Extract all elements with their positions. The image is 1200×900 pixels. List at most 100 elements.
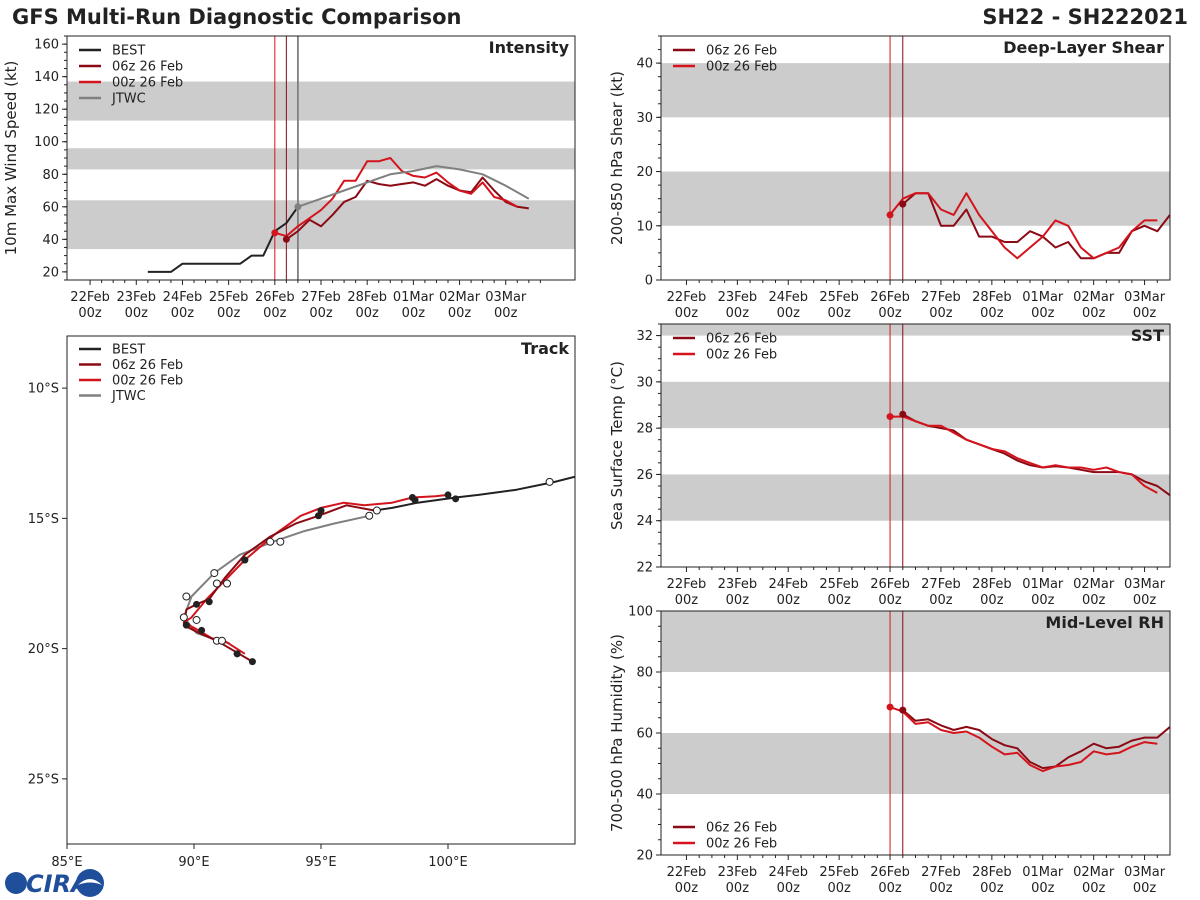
track-point-run06 <box>193 600 201 608</box>
sst-xtick-label-hour: 00z <box>675 593 699 608</box>
track-point-open-jtwc <box>276 537 285 546</box>
intensity-xtick-label-hour: 00z <box>217 306 241 321</box>
track-frame <box>66 335 576 845</box>
rh-xtick-label-hour: 00z <box>980 881 1004 896</box>
intensity-xtick-label-hour: 00z <box>494 306 518 321</box>
rh-xtick-label-hour: 00z <box>1082 881 1106 896</box>
sst-xtick-label-date: 01Mar <box>1022 577 1064 592</box>
track-point-best <box>452 495 460 503</box>
sst-ylabel: Sea Surface Temp (°C) <box>608 361 626 530</box>
shear-xtick-label-hour: 00z <box>1082 306 1106 321</box>
intensity-xtick-label-date: 02Mar <box>439 290 481 305</box>
rh-xtick-label-date: 26Feb <box>870 865 910 880</box>
intensity-xtick-label-hour: 00z <box>402 306 426 321</box>
sst-xtick-label-hour: 00z <box>1133 593 1157 608</box>
intensity-xtick-label-date: 03Mar <box>485 290 527 305</box>
track-xtick-label: 95°E <box>305 855 336 870</box>
shear-marker-run06 <box>899 200 907 208</box>
sst-xtick-label-date: 26Feb <box>870 577 910 592</box>
track-point-run06 <box>198 626 206 634</box>
intensity-panel: 2040608010012014016022Feb00z23Feb00z24Fe… <box>2 35 576 321</box>
sst-xtick-label-date: 02Mar <box>1073 577 1115 592</box>
shear-title: Deep-Layer Shear <box>1003 38 1164 57</box>
shear-xtick-label-date: 28Feb <box>972 290 1012 305</box>
intensity-xtick-label-hour: 00z <box>78 306 102 321</box>
track-point-open-best <box>372 506 381 515</box>
rh-xtick-label-hour: 00z <box>1031 881 1055 896</box>
sst-ytick-label: 24 <box>636 514 653 529</box>
sst-xtick-label-hour: 00z <box>929 593 953 608</box>
rh-legend-label-run00: 00z 26 Feb <box>706 837 777 852</box>
intensity-ytick-label: 100 <box>34 135 59 150</box>
storm-id: SH22 - SH222021 <box>982 5 1188 29</box>
shear-xtick-label-date: 22Feb <box>667 290 707 305</box>
rh-xtick-label-date: 02Mar <box>1073 865 1115 880</box>
shear-xtick-label-date: 01Mar <box>1022 290 1064 305</box>
rh-series-run00 <box>889 706 1158 773</box>
rh-xtick-label-hour: 00z <box>777 881 801 896</box>
shear-xtick-label-hour: 00z <box>675 306 699 321</box>
rh-marker-run06 <box>899 706 907 714</box>
sst-xtick-label-date: 27Feb <box>921 577 961 592</box>
shear-legend-label-run00: 00z 26 Feb <box>706 60 777 75</box>
intensity-ytick-label: 80 <box>42 168 59 183</box>
rh-band-1 <box>661 611 1170 672</box>
sst-xtick-label-hour: 00z <box>1082 593 1106 608</box>
rh-ylabel: 700-500 hPa Humidity (%) <box>608 634 626 832</box>
intensity-ytick-label: 40 <box>42 233 59 248</box>
shear-xtick-label-hour: 00z <box>1031 306 1055 321</box>
intensity-marker-jtwc <box>294 203 302 211</box>
track-xtick-label: 85°E <box>51 855 82 870</box>
rh-xtick-label-hour: 00z <box>675 881 699 896</box>
rh-xtick-label-date: 25Feb <box>819 865 859 880</box>
shear-ytick-label: 10 <box>636 219 653 234</box>
intensity-band-2 <box>67 81 575 121</box>
rh-xtick-label-date: 24Feb <box>768 865 808 880</box>
shear-panel: 01020304022Feb00z23Feb00z24Feb00z25Feb00… <box>608 35 1171 321</box>
intensity-ylabel: 10m Max Wind Speed (kt) <box>2 61 20 256</box>
intensity-xtick-label-date: 01Mar <box>393 290 435 305</box>
intensity-series-run06 <box>285 176 529 241</box>
track-point-run06 <box>205 598 213 606</box>
sst-xtick-label-date: 03Mar <box>1124 577 1166 592</box>
intensity-legend-label-run00: 00z 26 Feb <box>112 76 183 91</box>
track-point-open-jtwc <box>179 613 188 622</box>
intensity-xtick-label-hour: 00z <box>448 306 472 321</box>
shear-xtick-label-hour: 00z <box>726 306 750 321</box>
track-plot-area <box>179 475 575 666</box>
sst-xtick-label-hour: 00z <box>878 593 902 608</box>
intensity-legend-label-jtwc: JTWC <box>111 92 146 107</box>
cira-logo-globe-icon <box>5 872 27 894</box>
sst-ytick-label: 32 <box>636 329 653 344</box>
shear-xtick-label-hour: 00z <box>929 306 953 321</box>
track-point-run06 <box>182 621 190 629</box>
sst-panel: 22242628303222Feb00z23Feb00z24Feb00z25Fe… <box>608 323 1171 608</box>
shear-xtick-label-hour: 00z <box>1133 306 1157 321</box>
sst-legend-label-run06: 06z 26 Feb <box>706 332 777 347</box>
rh-ytick-label: 60 <box>636 727 653 742</box>
track-legend-label-best: BEST <box>112 343 145 358</box>
shear-series-run06 <box>902 192 1170 260</box>
track-legend-label-run00: 00z 26 Feb <box>112 374 183 389</box>
sst-plot-area <box>661 324 1170 567</box>
sst-legend-label-run00: 00z 26 Feb <box>706 348 777 363</box>
sst-ytick-label: 22 <box>636 561 653 576</box>
shear-ytick-label: 20 <box>636 165 653 180</box>
track-ytick-label: 10°S <box>28 382 59 397</box>
rh-xtick-label-date: 28Feb <box>972 865 1012 880</box>
rh-xtick-label-date: 27Feb <box>921 865 961 880</box>
intensity-xtick-label-hour: 00z <box>171 306 195 321</box>
track-ytick-label: 20°S <box>28 642 59 657</box>
intensity-xtick-label-date: 27Feb <box>301 290 341 305</box>
sst-xtick-label-hour: 00z <box>726 593 750 608</box>
intensity-xtick-label-date: 26Feb <box>255 290 295 305</box>
shear-xtick-label-date: 26Feb <box>870 290 910 305</box>
shear-xtick-label-hour: 00z <box>980 306 1004 321</box>
shear-ylabel: 200-850 hPa Shear (kt) <box>608 71 626 245</box>
sst-xtick-label-hour: 00z <box>1031 593 1055 608</box>
sst-ytick-label: 30 <box>636 375 653 390</box>
intensity-marker-run00 <box>271 229 279 237</box>
intensity-marker-run06 <box>282 235 290 243</box>
track-point-open-best <box>545 477 554 486</box>
